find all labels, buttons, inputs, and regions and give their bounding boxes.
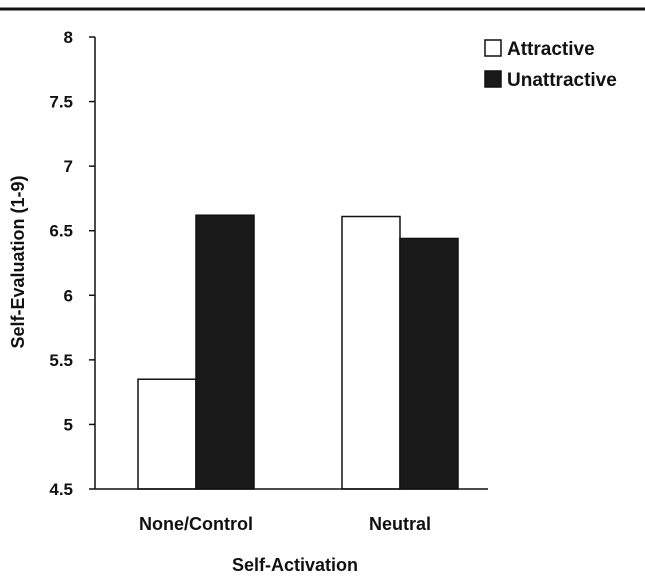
legend-swatch-unattractive xyxy=(484,70,502,88)
legend-swatch-attractive xyxy=(484,39,502,57)
legend: Attractive Unattractive xyxy=(484,39,617,91)
y-tick-label: 7 xyxy=(64,157,73,176)
bar-attractive-none-control xyxy=(137,378,197,490)
x-axis-label: Self-Activation xyxy=(232,555,358,575)
legend-label-attractive: Attractive xyxy=(507,39,595,60)
y-axis-label: Self-Evaluation (1-9) xyxy=(8,175,28,348)
y-tick-label: 5 xyxy=(64,415,73,434)
axes-group: None/Control Neutral 4.5 5 5.5 6 6.5 7 7.5 8 xyxy=(49,28,488,534)
y-tick-label: 5.5 xyxy=(49,351,73,370)
x-tick-label: None/Control xyxy=(139,514,253,534)
y-tick-label: 4.5 xyxy=(49,480,73,499)
y-tick-label: 8 xyxy=(64,28,73,47)
y-tick-label: 7.5 xyxy=(49,93,73,112)
x-tick-label: Neutral xyxy=(369,514,431,534)
legend-label-unattractive: Unattractive xyxy=(507,70,617,91)
bars-group xyxy=(137,214,459,490)
bar-unattractive-none-control xyxy=(195,214,255,490)
y-tick-label: 6.5 xyxy=(49,222,73,241)
bar-attractive-neutral xyxy=(341,215,401,490)
bar-unattractive-neutral xyxy=(399,237,459,490)
y-tick-label: 6 xyxy=(64,286,73,305)
